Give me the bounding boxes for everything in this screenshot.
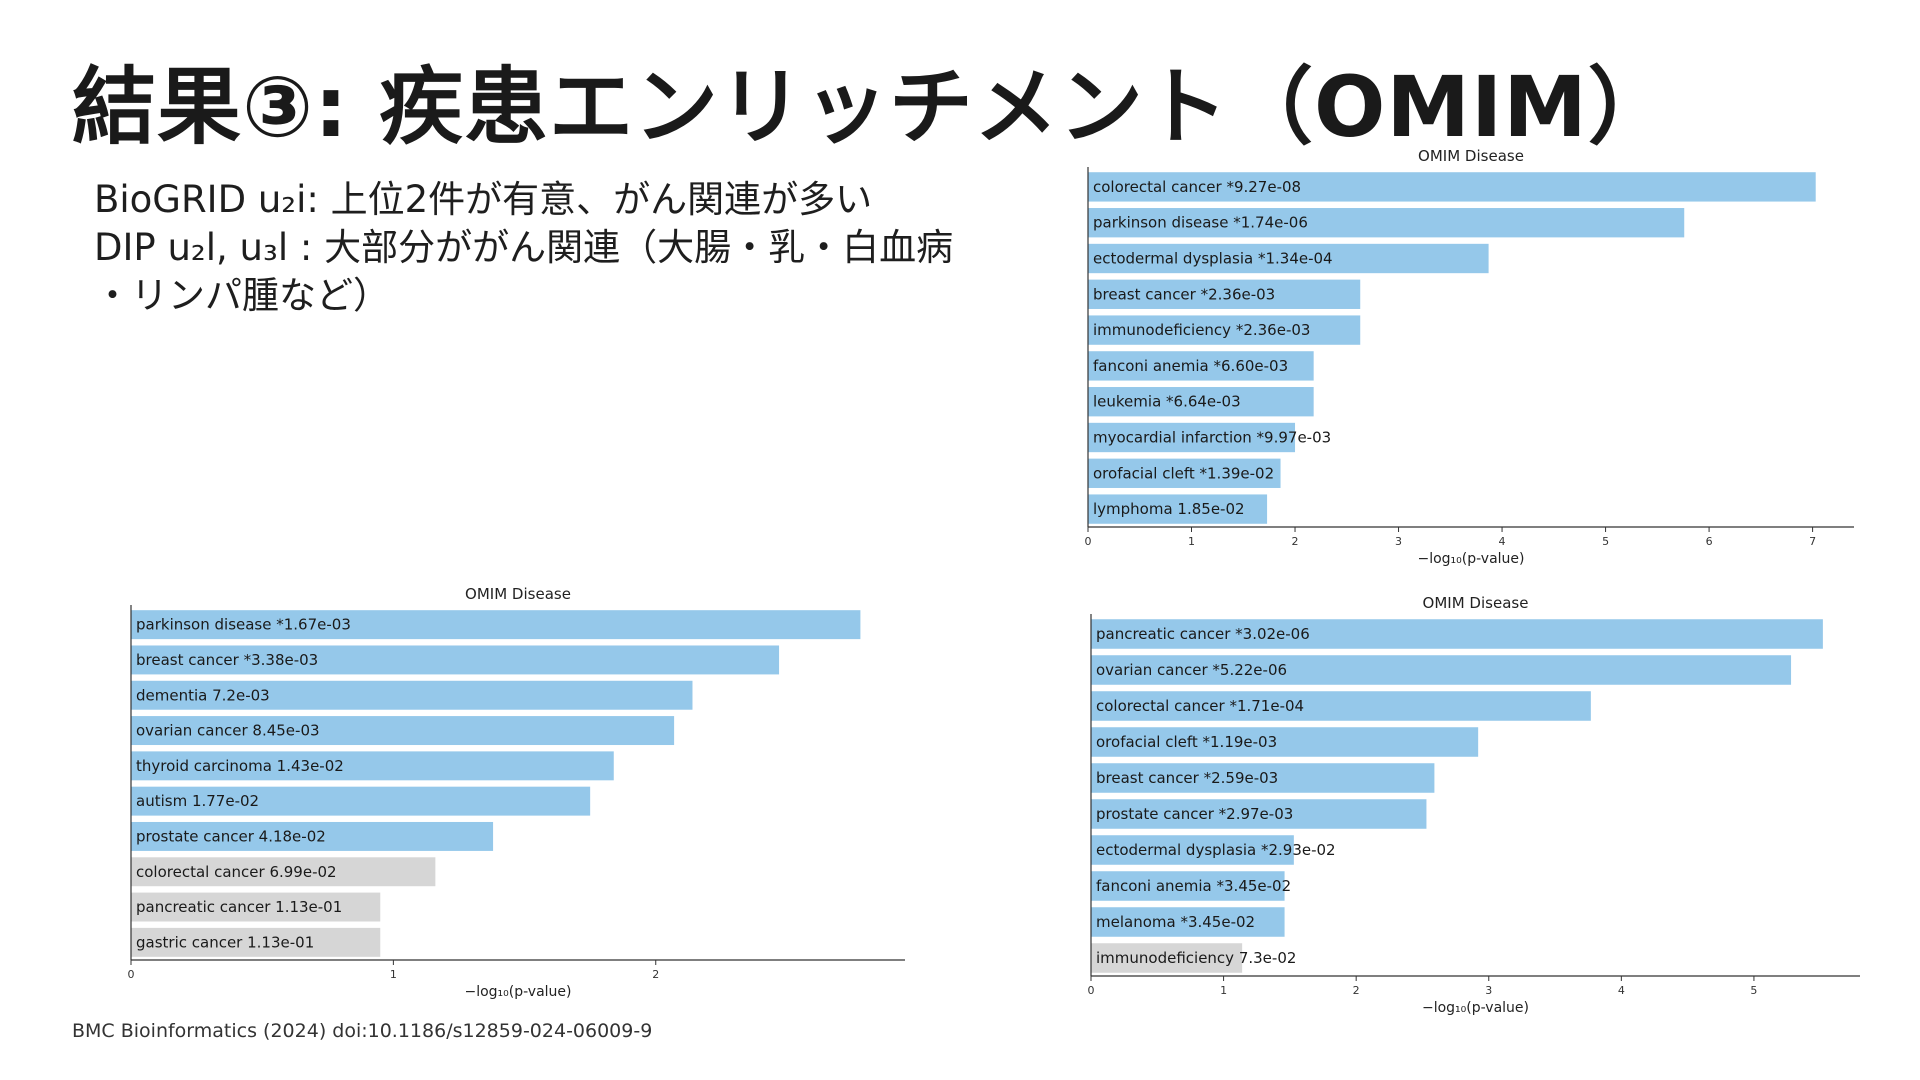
chart-title: OMIM Disease — [1418, 147, 1524, 165]
x-axis-label: −log₁₀(p-value) — [1422, 1000, 1529, 1016]
omim-chart-dip-u2l: OMIM Disease parkinson disease *1.67e-03 b… — [128, 585, 905, 1000]
x-tick-label: 2 — [652, 968, 659, 981]
bar — [1088, 351, 1314, 381]
bar-label: parkinson disease *1.67e-03 — [136, 616, 351, 634]
bar-label: gastric cancer 1.13e-01 — [136, 933, 314, 951]
omim-chart-biogrid: OMIM Disease colorectal cancer *9.27e-08 p… — [1085, 147, 1854, 567]
x-tick-label: 2 — [1292, 535, 1299, 548]
bar-label: fanconi anemia *6.60e-03 — [1093, 357, 1288, 375]
bar — [131, 857, 436, 887]
bar — [1091, 871, 1285, 901]
bar — [1091, 619, 1823, 649]
bar-label: autism 1.77e-02 — [136, 792, 259, 810]
bar-label: ectodermal dysplasia *2.93e-02 — [1096, 841, 1336, 859]
bar — [131, 751, 614, 781]
x-tick-label: 7 — [1809, 535, 1816, 548]
bar — [1091, 763, 1435, 793]
bar-label: thyroid carcinoma 1.43e-02 — [136, 757, 344, 775]
chart-title: OMIM Disease — [1423, 594, 1529, 612]
bar — [1091, 727, 1479, 757]
bar-label: dementia 7.2e-03 — [136, 686, 270, 704]
x-axis-label: −log₁₀(p-value) — [464, 984, 571, 1000]
slide-title: 結果③: 疾患エンリッチメント（OMIM） — [72, 58, 1673, 156]
bar-label: myocardial infarction *9.97e-03 — [1093, 429, 1331, 447]
bar — [1091, 907, 1285, 937]
chart-title: OMIM Disease — [465, 585, 571, 603]
summary-line-3: ・リンパ腫など） — [94, 274, 390, 317]
summary-text: BioGRID u₂i: 上位2件が有意、がん関連が多い DIP u₂l, u₃… — [94, 176, 1034, 320]
bar — [1088, 243, 1489, 274]
bar-label: breast cancer *3.38e-03 — [136, 651, 318, 669]
bar — [1088, 387, 1314, 417]
bar-label: breast cancer *2.59e-03 — [1096, 769, 1278, 787]
bar-label: prostate cancer 4.18e-02 — [136, 827, 326, 845]
summary-line-2: DIP u₂l, u₃l : 大部分ががん関連（大腸・乳・白血病 — [94, 226, 954, 269]
x-tick-label: 4 — [1499, 535, 1506, 548]
x-tick-label: 4 — [1618, 984, 1625, 997]
bar-label: melanoma *3.45e-02 — [1096, 913, 1255, 931]
omim-chart-dip-u3l: OMIM Disease pancreatic cancer *3.02e-06 o… — [1088, 594, 1860, 1016]
bar-label: breast cancer *2.36e-03 — [1093, 285, 1275, 303]
bar — [1088, 422, 1296, 453]
bar — [1088, 458, 1281, 488]
bar-label: prostate cancer *2.97e-03 — [1096, 805, 1293, 823]
bar-label: parkinson disease *1.74e-06 — [1093, 214, 1308, 232]
bar — [1091, 655, 1792, 685]
bar-label: pancreatic cancer *3.02e-06 — [1096, 625, 1310, 643]
bar — [1091, 835, 1294, 865]
bar — [1091, 943, 1243, 973]
bar-label: colorectal cancer 6.99e-02 — [136, 863, 337, 881]
x-tick-label: 0 — [1088, 984, 1095, 997]
bar-label: ectodermal dysplasia *1.34e-04 — [1093, 250, 1333, 268]
x-tick-label: 3 — [1485, 984, 1492, 997]
bar — [131, 716, 675, 746]
bar-label: immunodeficiency 7.3e-02 — [1096, 949, 1296, 967]
bar — [1091, 691, 1591, 721]
bar-label: immunodeficiency *2.36e-03 — [1093, 321, 1310, 339]
bar — [131, 680, 693, 710]
bar-label: colorectal cancer *1.71e-04 — [1096, 697, 1304, 715]
bar — [131, 645, 780, 675]
bar — [1091, 799, 1427, 829]
x-tick-label: 1 — [390, 968, 397, 981]
bar-label: orofacial cleft *1.39e-02 — [1093, 464, 1274, 482]
x-tick-label: 5 — [1602, 535, 1609, 548]
bar — [131, 892, 381, 922]
bar — [131, 786, 591, 816]
bar — [131, 927, 381, 957]
bar — [1088, 172, 1816, 202]
bar — [131, 610, 861, 640]
bar — [1088, 279, 1361, 309]
x-tick-label: 1 — [1188, 535, 1195, 548]
x-tick-label: 1 — [1220, 984, 1227, 997]
bar-label: leukemia *6.64e-03 — [1093, 393, 1241, 411]
bar-label: pancreatic cancer 1.13e-01 — [136, 898, 342, 916]
x-tick-label: 0 — [1085, 535, 1092, 548]
x-tick-label: 2 — [1353, 984, 1360, 997]
x-tick-label: 0 — [128, 968, 135, 981]
bar-label: orofacial cleft *1.19e-03 — [1096, 733, 1277, 751]
bar-label: ovarian cancer *5.22e-06 — [1096, 661, 1287, 679]
bar-label: lymphoma 1.85e-02 — [1093, 500, 1245, 518]
x-axis-label: −log₁₀(p-value) — [1417, 551, 1524, 567]
bar-label: colorectal cancer *9.27e-08 — [1093, 178, 1301, 196]
bar — [131, 821, 494, 851]
citation: BMC Bioinformatics (2024) doi:10.1186/s1… — [72, 1020, 653, 1042]
bar — [1088, 494, 1268, 524]
x-tick-label: 5 — [1750, 984, 1757, 997]
x-tick-label: 3 — [1395, 535, 1402, 548]
bar-label: fanconi anemia *3.45e-02 — [1096, 877, 1291, 895]
bar-label: ovarian cancer 8.45e-03 — [136, 722, 320, 740]
bar — [1088, 315, 1361, 345]
x-tick-label: 6 — [1706, 535, 1713, 548]
summary-line-1: BioGRID u₂i: 上位2件が有意、がん関連が多い — [94, 178, 873, 221]
bar — [1088, 208, 1685, 238]
